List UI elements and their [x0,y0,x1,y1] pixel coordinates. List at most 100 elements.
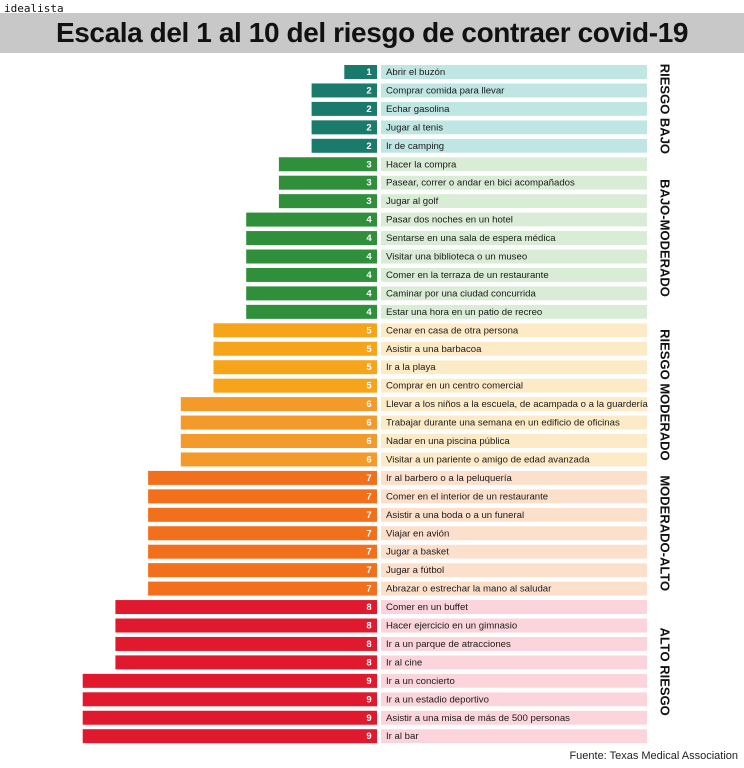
risk-bar [115,636,378,651]
row-label-band [381,304,647,319]
risk-bar [148,563,377,578]
row-separator [381,595,693,601]
row-label-band [381,101,647,116]
group-band [648,470,674,596]
row-label-band [381,636,647,651]
risk-score-label: 4 [366,270,372,281]
risk-score-label: 7 [366,547,371,558]
activity-label: Sentarse en una sala de espera médica [386,233,556,244]
row-label-band [381,415,647,430]
risk-bar [180,397,377,412]
risk-bar [246,267,377,282]
risk-score-label: 1 [366,67,372,78]
risk-bar [213,341,377,356]
row-separator [381,337,693,342]
risk-bar [115,600,378,615]
activity-label: Estar una hora en un patio de recreo [386,307,542,318]
risk-bar [82,673,377,688]
row-label-band [381,267,647,282]
row-separator [381,355,693,361]
risk-score-label: 5 [366,325,372,336]
risk-score-label: 2 [366,104,371,115]
row-separator [381,669,693,674]
risk-score-label: 7 [366,565,371,576]
risk-score-label: 6 [366,454,371,465]
activity-label: Comer en el interior de un restaurante [386,491,548,502]
row-separator [381,79,693,84]
activity-label: Viajar en avión [386,528,449,539]
risk-bar [278,175,377,190]
row-separator [381,448,693,453]
row-label-band [381,120,647,135]
risk-bar [246,286,377,301]
row-label-band [381,175,647,190]
row-separator [381,632,693,637]
activity-label: Hacer la compra [386,159,457,170]
title-bar: Escala del 1 al 10 del riesgo de contrae… [0,13,744,53]
risk-bar [311,138,377,153]
risk-bar [82,692,377,707]
activity-label: Hacer ejercicio en un gimnasio [386,621,517,632]
row-label-band [381,434,647,448]
risk-score-label: 7 [366,491,371,502]
activity-label: Abrazar o estrechar la mano al saludar [386,584,552,595]
risk-score-label: 4 [366,307,372,318]
row-separator [381,300,693,305]
row-separator [381,466,693,471]
activity-label: Pasear, correr o andar en bici acompañad… [386,178,575,189]
activity-label: Ir a un estadio deportivo [386,694,489,705]
risk-score-label: 9 [366,676,371,687]
row-separator [381,687,693,693]
risk-score-label: 3 [366,159,371,170]
row-label-band [381,729,647,744]
row-separator [381,724,693,730]
risk-score-label: 7 [366,510,371,521]
risk-bar [278,157,377,172]
row-separator [381,318,693,324]
risk-group-label: ALTO RIESGO [658,627,673,715]
activity-label: Visitar a un pariente o amigo de edad av… [386,454,590,465]
risk-bar [148,544,377,559]
risk-score-label: 8 [366,639,371,650]
row-label-band [381,323,647,338]
risk-score-label: 3 [366,196,371,207]
row-separator [381,189,693,195]
risk-score-label: 4 [366,288,372,299]
risk-bar [82,710,377,725]
row-label-band [381,581,647,596]
risk-bar [213,323,377,338]
activity-label: Asistir a una barbacoa [386,344,482,355]
group-band [648,157,674,319]
activity-label: Comer en la terraza de un restaurante [386,270,549,281]
risk-bar [148,489,377,504]
risk-score-label: 2 [366,122,371,133]
risk-bar [180,434,377,448]
row-label-band [381,360,647,375]
risk-bar [278,194,377,209]
row-separator [381,540,693,545]
row-label-band [381,397,647,412]
risk-bar [311,101,377,116]
row-label-band [381,341,647,356]
activity-label: Comer en un buffet [386,602,468,613]
activity-label: Ir al cine [386,657,422,668]
row-label-band [381,507,647,522]
row-label-band [381,526,647,541]
activity-label: Comprar comida para llevar [386,85,505,96]
activity-label: Jugar al tenis [386,122,443,133]
row-label-band [381,673,647,688]
risk-score-label: 4 [366,233,372,244]
risk-group-label: BAJO-MODERADO [658,179,673,297]
row-label-band [381,489,647,504]
row-separator [381,134,693,139]
row-separator [381,226,693,232]
row-label-band [381,157,647,172]
row-label-band [381,563,647,578]
row-separator [381,152,693,158]
risk-bar [148,507,377,522]
activity-label: Jugar a basket [386,547,449,558]
row-separator [381,263,693,268]
risk-score-label: 2 [366,141,371,152]
risk-bar [180,415,377,430]
